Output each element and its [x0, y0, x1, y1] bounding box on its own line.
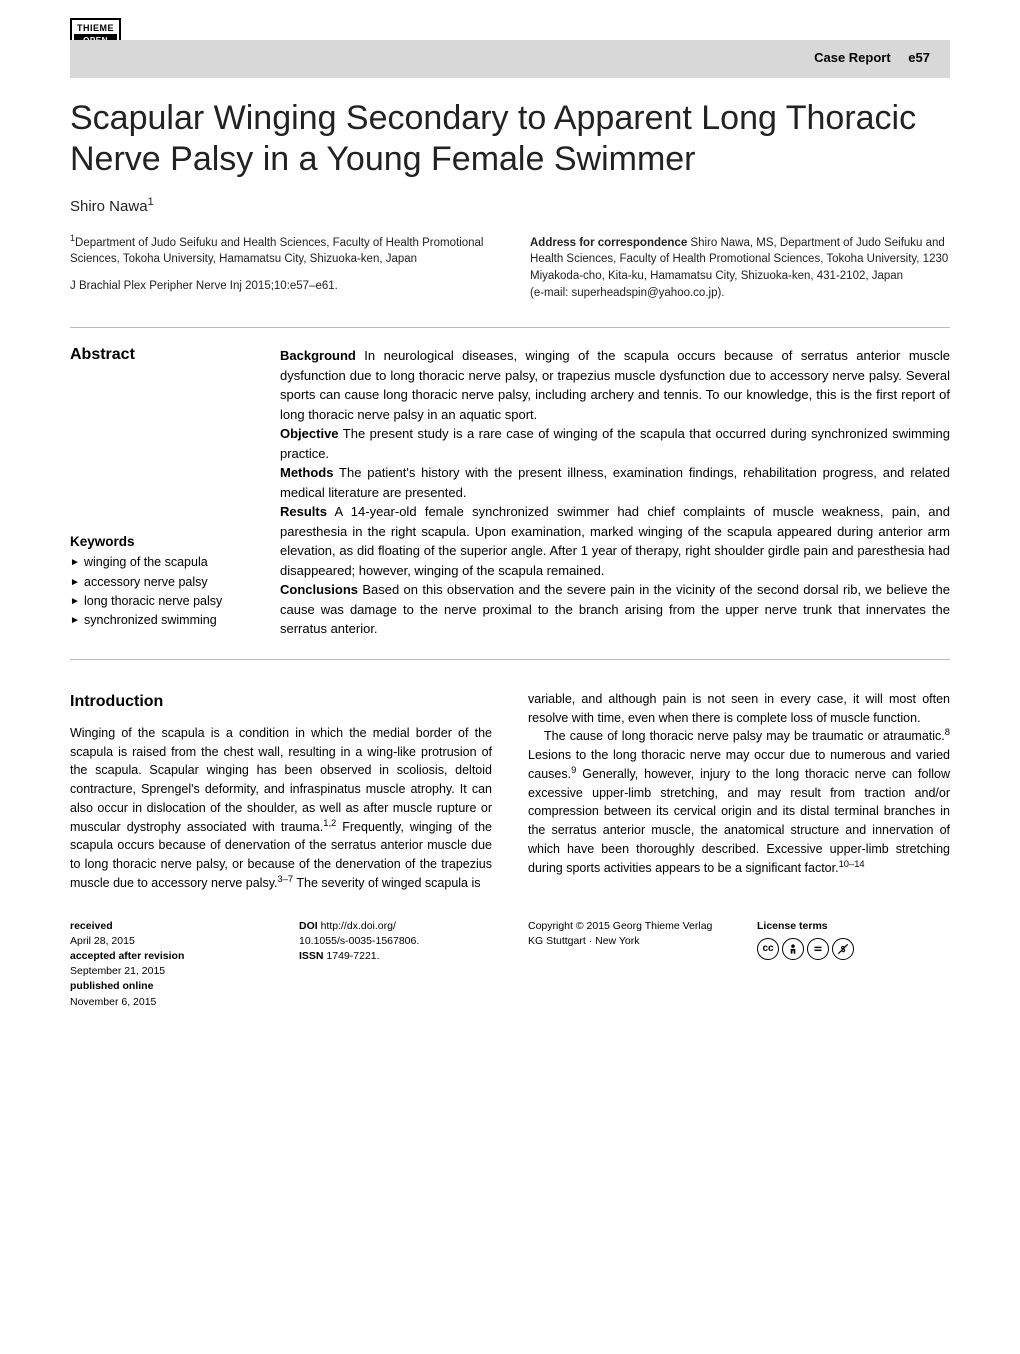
abstract-conclusions-label: Conclusions	[280, 582, 358, 597]
intro-para-1c: The severity of winged scapula is	[293, 876, 480, 890]
correspondence-email: (e-mail: superheadspin@yahoo.co.jp).	[530, 285, 950, 302]
correspondence-block: Address for correspondence Shiro Nawa, M…	[530, 235, 950, 302]
logo-thieme-text: THIEME	[74, 22, 117, 35]
footer-dates: received April 28, 2015 accepted after r…	[70, 919, 263, 1010]
abstract-objective-text: The present study is a rare case of wing…	[280, 426, 950, 461]
abstract-heading: Abstract	[70, 346, 250, 364]
doi-url: http://dx.doi.org/	[318, 920, 396, 932]
abstract-results-label: Results	[280, 504, 327, 519]
intro-ref-10-14: 10–14	[839, 858, 865, 868]
keywords-list: winging of the scapula accessory nerve p…	[70, 553, 250, 631]
cc-icon: cc	[757, 938, 779, 960]
footer-copyright: Copyright © 2015 Georg Thieme Verlag KG …	[528, 919, 721, 1010]
body-right-column: variable, and although pain is not seen …	[528, 690, 950, 893]
header-section: Case Report	[814, 50, 891, 65]
received-label: received	[70, 919, 263, 934]
header-page-number: e57	[908, 50, 930, 65]
keyword-item: winging of the scapula	[70, 553, 250, 572]
abstract-background-label: Background	[280, 348, 356, 363]
keyword-item: accessory nerve palsy	[70, 573, 250, 592]
intro-ref-3-7: 3–7	[278, 874, 294, 884]
intro-ref-1-2: 1,2	[323, 817, 336, 827]
cc-nc-icon: $	[832, 938, 854, 960]
intro-para-2a: The cause of long thoracic nerve palsy m…	[544, 729, 945, 743]
intro-ref-8: 8	[945, 727, 950, 737]
intro-para-2c: Generally, however, injury to the long t…	[528, 767, 950, 875]
published-date: November 6, 2015	[70, 995, 263, 1010]
author-affil-sup: 1	[148, 196, 154, 208]
abstract-body: Background In neurological diseases, win…	[280, 346, 950, 639]
issn-value: 1749-7221.	[324, 950, 380, 962]
keyword-item: synchronized swimming	[70, 611, 250, 630]
abstract-conclusions-text: Based on this observation and the severe…	[280, 582, 950, 636]
correspondence-label: Address for correspondence	[530, 237, 687, 249]
article-title: Scapular Winging Secondary to Apparent L…	[70, 98, 950, 180]
author-name: Shiro Nawa	[70, 198, 148, 215]
doi-value: 10.1055/s-0035-1567806.	[299, 934, 492, 949]
keywords-heading: Keywords	[70, 534, 250, 549]
affiliation-block: 1Department of Judo Seifuku and Health S…	[70, 235, 490, 302]
footer-doi: DOI http://dx.doi.org/ 10.1055/s-0035-15…	[299, 919, 492, 1010]
received-date: April 28, 2015	[70, 934, 263, 949]
doi-label: DOI	[299, 920, 318, 932]
license-label: License terms	[757, 919, 950, 934]
published-label: published online	[70, 979, 263, 994]
abstract-methods-label: Methods	[280, 465, 333, 480]
cc-by-icon	[782, 938, 804, 960]
introduction-heading: Introduction	[70, 690, 492, 714]
accepted-label: accepted after revision	[70, 949, 263, 964]
keyword-item: long thoracic nerve palsy	[70, 592, 250, 611]
abstract-methods-text: The patient's history with the present i…	[280, 465, 950, 500]
accepted-date: September 21, 2015	[70, 964, 263, 979]
footer-license: License terms cc $	[757, 919, 950, 1010]
intro-para-cont: variable, and although pain is not seen …	[528, 690, 950, 728]
abstract-objective-label: Objective	[280, 426, 339, 441]
affiliation-text: Department of Judo Seifuku and Health Sc…	[70, 237, 484, 266]
cc-nd-icon	[807, 938, 829, 960]
abstract-results-text: A 14-year-old female synchronized swimme…	[280, 504, 950, 578]
abstract-background-text: In neurological diseases, winging of the…	[280, 348, 950, 422]
author-line: Shiro Nawa1	[70, 198, 950, 215]
body-left-column: Introduction Winging of the scapula is a…	[70, 690, 492, 893]
header-bar: Case Report e57	[70, 40, 950, 78]
cc-license-icons: cc $	[757, 938, 950, 960]
intro-para-1a: Winging of the scapula is a condition in…	[70, 726, 492, 834]
issn-label: ISSN	[299, 950, 324, 962]
citation-line: J Brachial Plex Peripher Nerve Inj 2015;…	[70, 278, 490, 295]
